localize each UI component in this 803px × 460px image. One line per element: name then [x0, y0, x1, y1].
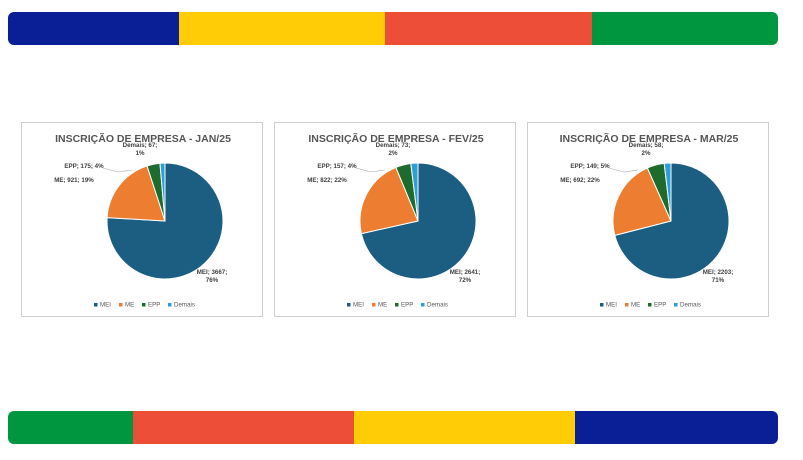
pie-slice-mei	[614, 162, 730, 280]
pie-slice-me	[612, 167, 672, 236]
legend-swatch	[625, 303, 629, 307]
legend-swatch	[648, 303, 652, 307]
legend-label: ME	[631, 302, 640, 309]
legend-swatch	[168, 303, 172, 307]
label-leader-line	[102, 167, 133, 173]
pie-slice-demais	[410, 162, 419, 222]
pie-slice-mei	[360, 162, 477, 280]
bottom-stripe-segment-4	[574, 411, 778, 444]
data-label-me: ME; 692; 22%	[560, 177, 600, 184]
legend-label: EPP	[401, 302, 413, 309]
data-label-mei: MEI; 3667; 76%	[197, 269, 228, 284]
legend-item-demais: Demais	[421, 302, 448, 309]
data-label-demais: Demais; 58; 2%	[629, 142, 664, 157]
legend-swatch	[395, 303, 399, 307]
pie-chart-mar: INSCRIÇÃO DE EMPRESA - MAR/25 MEI; 2203; 7…	[560, 132, 739, 309]
data-label-mei: MEI; 2641; 72%	[450, 269, 481, 284]
chart-title-fev: INSCRIÇÃO DE EMPRESA - FEV/25	[308, 132, 483, 145]
chart-title-jan: INSCRIÇÃO DE EMPRESA - JAN/25	[55, 132, 231, 145]
legend-label: ME	[125, 302, 134, 309]
chart-panel-jan: INSCRIÇÃO DE EMPRESA - JAN/25 MEI; 3667; 7…	[21, 122, 263, 317]
bottom-stripe-segment-2	[132, 411, 354, 444]
chart-panel-fev: INSCRIÇÃO DE EMPRESA - FEV/25 MEI; 2641; 7…	[274, 122, 516, 317]
top-stripe-segment-1	[8, 12, 179, 45]
legend-item-mei: MEI	[94, 302, 111, 309]
legend-label: ME	[378, 302, 387, 309]
legend-item-mei: MEI	[347, 302, 364, 309]
legend-label: MEI	[100, 302, 111, 309]
top-stripe-segment-3	[385, 12, 592, 45]
legend-item-demais: Demais	[674, 302, 701, 309]
legend-item-epp: EPP	[142, 302, 160, 309]
legend-swatch	[674, 303, 678, 307]
legend-label: Demais	[174, 302, 195, 309]
data-label-demais: Demais; 67; 1%	[123, 142, 158, 157]
bottom-color-stripe	[8, 411, 778, 444]
legend-label: Demais	[427, 302, 448, 309]
label-leader-line	[355, 167, 386, 173]
pie-chart-fev: INSCRIÇÃO DE EMPRESA - FEV/25 MEI; 2641; 7…	[307, 132, 484, 309]
label-leader-line	[608, 167, 639, 173]
legend-item-me: ME	[625, 302, 640, 309]
legend-item-demais: Demais	[168, 302, 195, 309]
legend-label: EPP	[654, 302, 666, 309]
pie-slice-mei	[106, 162, 224, 280]
chart-title-mar: INSCRIÇÃO DE EMPRESA - MAR/25	[560, 132, 739, 145]
data-label-epp: EPP; 175; 4%	[64, 163, 104, 170]
top-stripe-segment-2	[178, 12, 386, 45]
bottom-stripe-segment-1	[8, 411, 133, 444]
data-label-epp: EPP; 149; 5%	[570, 163, 610, 170]
legend-label: MEI	[353, 302, 364, 309]
data-label-epp: EPP; 157; 4%	[317, 163, 357, 170]
top-stripe-segment-4	[591, 12, 778, 45]
top-color-stripe	[8, 12, 778, 45]
legend-swatch	[421, 303, 425, 307]
chart-panel-mar: INSCRIÇÃO DE EMPRESA - MAR/25 MEI; 2203; 7…	[527, 122, 769, 317]
data-label-me: ME; 921; 19%	[54, 177, 94, 184]
pie-slice-me	[359, 166, 419, 235]
pie-chart-jan: INSCRIÇÃO DE EMPRESA - JAN/25 MEI; 3667; 7…	[54, 132, 231, 309]
legend-swatch	[347, 303, 351, 307]
data-label-mei: MEI; 2203; 71%	[703, 269, 734, 284]
legend-label: MEI	[606, 302, 617, 309]
bottom-stripe-segment-3	[353, 411, 575, 444]
pie-slice-me	[106, 165, 166, 222]
legend-swatch	[372, 303, 376, 307]
legend-item-epp: EPP	[648, 302, 666, 309]
legend-item-me: ME	[119, 302, 134, 309]
legend-label: EPP	[148, 302, 160, 309]
pie-slice-demais	[159, 162, 166, 222]
legend-item-epp: EPP	[395, 302, 413, 309]
legend-item-me: ME	[372, 302, 387, 309]
legend-label: Demais	[680, 302, 701, 309]
pie-slice-demais	[663, 162, 672, 222]
legend-swatch	[119, 303, 123, 307]
legend-item-mei: MEI	[600, 302, 617, 309]
legend-swatch	[94, 303, 98, 307]
legend-swatch	[142, 303, 146, 307]
data-label-demais: Demais; 73; 2%	[376, 142, 411, 157]
data-label-me: ME; 822; 22%	[307, 177, 347, 184]
legend-swatch	[600, 303, 604, 307]
